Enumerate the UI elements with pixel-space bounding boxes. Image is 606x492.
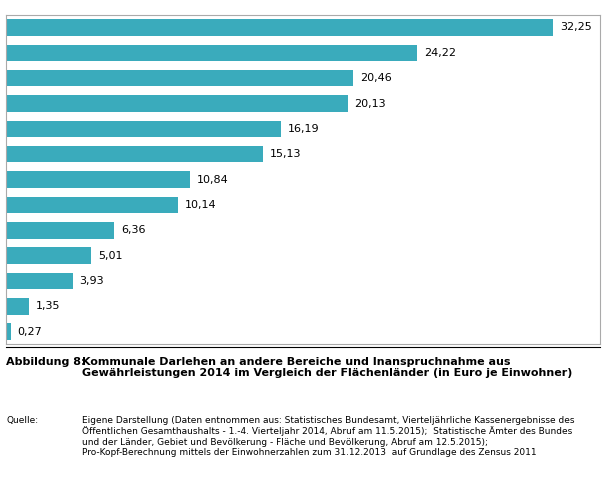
Text: 10,84: 10,84 (197, 175, 228, 184)
Bar (6, 273, 73, 289)
Text: 16,19: 16,19 (288, 124, 319, 134)
Text: Quelle:: Quelle: (6, 416, 38, 425)
Bar (6, 222, 114, 239)
Bar (6, 95, 348, 112)
Text: 20,13: 20,13 (355, 98, 386, 109)
Text: 1,35: 1,35 (36, 302, 60, 311)
Bar (6, 197, 178, 213)
Bar (6, 146, 263, 162)
Bar (6, 19, 553, 36)
Text: 6,36: 6,36 (121, 225, 145, 235)
Text: 24,22: 24,22 (424, 48, 456, 58)
Bar (6, 45, 417, 61)
Text: 3,93: 3,93 (79, 276, 104, 286)
Bar (6, 70, 353, 87)
Text: Eigene Darstellung (Daten entnommen aus: Statistisches Bundesamt, Vierteljährlic: Eigene Darstellung (Daten entnommen aus:… (82, 416, 574, 457)
Text: 5,01: 5,01 (98, 250, 122, 261)
Text: Abbildung 8:: Abbildung 8: (6, 357, 85, 367)
Text: 15,13: 15,13 (270, 149, 301, 159)
Text: 20,46: 20,46 (360, 73, 391, 83)
Text: 10,14: 10,14 (185, 200, 216, 210)
Bar (6, 121, 281, 137)
Bar (6, 247, 91, 264)
Bar (6, 171, 190, 188)
Text: 0,27: 0,27 (18, 327, 42, 337)
Bar (6, 323, 11, 340)
Text: Kommunale Darlehen an andere Bereiche und Inanspruchnahme aus
Gewährleistungen 2: Kommunale Darlehen an andere Bereiche un… (82, 357, 572, 378)
Bar (6, 298, 29, 314)
Text: 32,25: 32,25 (560, 23, 592, 32)
